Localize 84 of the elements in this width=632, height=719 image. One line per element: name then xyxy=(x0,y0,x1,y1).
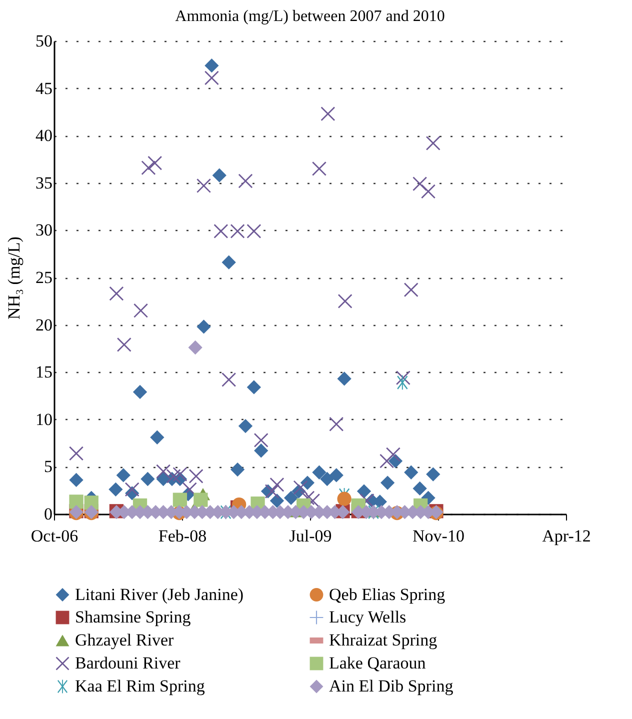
y-tick-label: 0 xyxy=(44,504,52,524)
y-tick-label: 50 xyxy=(36,32,52,50)
chart-title: Ammonia (mg/L) between 2007 and 2010 xyxy=(175,8,445,25)
point xyxy=(156,464,170,478)
point xyxy=(238,418,253,434)
point xyxy=(172,492,188,507)
x-tick-label: Apr-12 xyxy=(542,526,591,546)
legend-label: Kaa El Rim Spring xyxy=(75,676,206,696)
point xyxy=(246,224,262,238)
point xyxy=(69,472,84,488)
point xyxy=(254,444,268,458)
legend-label: Lake Qaraoun xyxy=(329,654,426,672)
point xyxy=(270,478,284,492)
legend-label: Lucy Wells xyxy=(329,608,406,626)
point xyxy=(117,338,132,352)
point xyxy=(140,472,155,486)
point xyxy=(132,384,148,400)
point xyxy=(386,447,400,462)
point xyxy=(320,106,335,121)
point xyxy=(380,476,395,490)
point xyxy=(320,472,334,486)
y-tick-label: 15 xyxy=(36,362,52,382)
point xyxy=(134,304,148,318)
point xyxy=(270,494,284,508)
x-tick-label: Jul-09 xyxy=(289,526,332,546)
point xyxy=(397,375,408,390)
point xyxy=(214,224,228,238)
legend-label: Bardouni River xyxy=(75,654,181,672)
point xyxy=(412,481,427,496)
point xyxy=(254,433,268,448)
x-tick-label: Nov-10 xyxy=(412,526,464,546)
point xyxy=(329,468,344,482)
point xyxy=(116,468,130,482)
point xyxy=(148,156,162,170)
legend-label: Qeb Elias Spring xyxy=(329,584,446,604)
y-tick-label: 5 xyxy=(44,457,52,476)
point xyxy=(222,372,236,387)
point xyxy=(69,446,84,461)
y-tick-label: 45 xyxy=(36,78,52,98)
y-tick-label: 30 xyxy=(36,220,52,240)
legend-label: Ain El Dib Spring xyxy=(329,676,454,696)
y-tick-label: 40 xyxy=(36,126,52,146)
y-axis-title: NH₃ (mg/L) xyxy=(4,236,24,320)
point xyxy=(284,490,298,505)
point xyxy=(204,70,219,85)
point xyxy=(404,282,418,297)
point xyxy=(108,482,123,496)
point xyxy=(356,484,372,498)
point xyxy=(189,469,204,484)
legend-label: Litani River (Jeb Janine) xyxy=(75,584,244,604)
x-tick-label: Oct-06 xyxy=(30,526,78,546)
point xyxy=(69,494,84,509)
point xyxy=(426,467,440,482)
point xyxy=(204,58,219,73)
point xyxy=(212,168,226,182)
point xyxy=(150,430,164,444)
point xyxy=(421,184,436,198)
point xyxy=(337,492,352,506)
point xyxy=(337,372,352,386)
point xyxy=(222,255,236,270)
y-tick-label: 25 xyxy=(36,268,52,287)
point xyxy=(172,467,188,482)
legend-label: Khraizat Spring xyxy=(329,630,438,650)
legend-label: Ghzayel River xyxy=(75,630,174,650)
x-tick-label: Feb-08 xyxy=(158,526,207,546)
point xyxy=(404,465,418,480)
point xyxy=(426,136,440,150)
point xyxy=(338,294,352,308)
point xyxy=(109,286,124,301)
point xyxy=(188,340,202,355)
point xyxy=(246,380,262,394)
y-tick-label: 35 xyxy=(36,173,52,192)
point xyxy=(194,492,208,507)
legend-label: Shamsine Spring xyxy=(75,608,192,626)
y-tick-label: 20 xyxy=(36,315,52,334)
y-tick-label: 10 xyxy=(36,410,52,429)
point xyxy=(312,465,326,480)
point xyxy=(293,480,308,495)
point xyxy=(230,224,245,238)
point xyxy=(196,320,211,334)
point xyxy=(125,482,140,496)
point xyxy=(238,174,253,188)
point xyxy=(300,476,315,490)
point xyxy=(230,462,245,477)
